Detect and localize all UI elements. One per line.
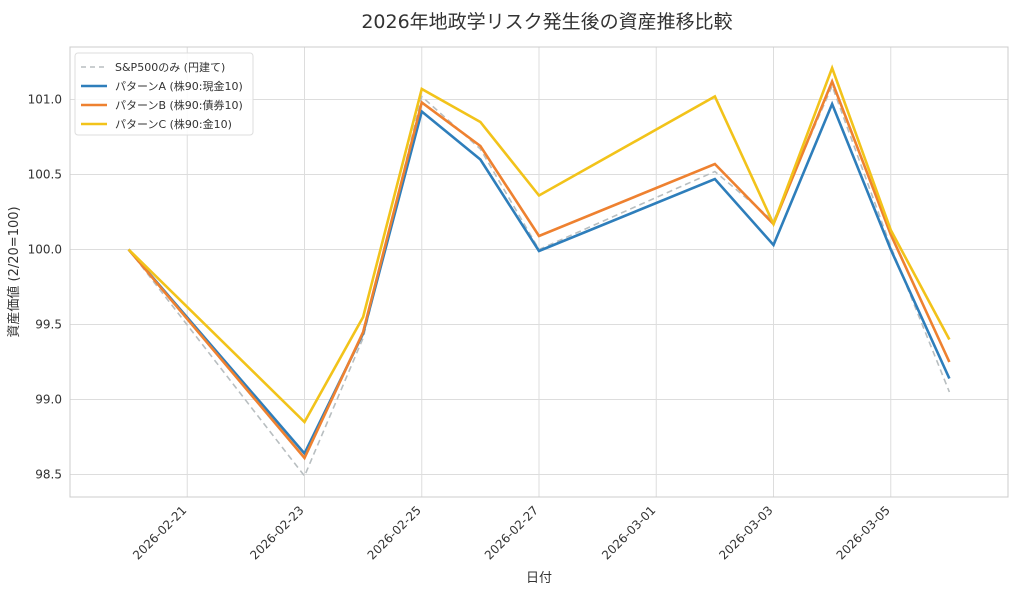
y-tick-label: 99.5 (35, 318, 62, 332)
x-tick-label: 2026-03-01 (599, 503, 658, 562)
x-tick-label: 2026-03-03 (716, 503, 775, 562)
legend: S&P500のみ (円建て) パターンA (株90:現金10) パターンB (株90… (74, 52, 254, 136)
x-tick-label: 2026-02-23 (247, 503, 306, 562)
y-tick-label: 98.5 (35, 468, 62, 482)
legend-box (74, 52, 254, 136)
y-tick-label: 100.0 (28, 243, 62, 257)
legend-label-1: パターンA (株90:現金10) (115, 79, 243, 93)
series-line-3 (127, 64, 951, 425)
x-axis: 2026-02-21 2026-02-23 2026-02-25 2026-02-27… (130, 503, 893, 562)
series-line-2 (127, 77, 951, 461)
series-lines (127, 64, 951, 478)
y-tick-label: 101.0 (28, 93, 62, 107)
legend-label-3: パターンC (株90:金10) (115, 117, 232, 131)
legend-label-0: S&P500のみ (円建て) (115, 60, 225, 74)
y-axis-label: 資産価値 (2/20=100) (6, 206, 22, 337)
grid (70, 47, 1008, 497)
legend-label-2: パターンB (株90:債券10) (115, 98, 243, 112)
x-tick-label: 2026-02-25 (365, 503, 424, 562)
y-tick-label: 99.0 (35, 393, 62, 407)
plot-frame (69, 46, 1009, 498)
x-axis-label: 日付 (526, 571, 552, 586)
y-tick-label: 100.5 (28, 168, 62, 182)
x-tick-label: 2026-03-05 (834, 503, 893, 562)
chart-title: 2026年地政学リスク発生後の資産推移比較 (361, 11, 732, 33)
y-axis: 98.5 99.0 99.5 100.0 100.5 101.0 (28, 93, 62, 482)
x-tick-label: 2026-02-21 (130, 503, 189, 562)
x-tick-label: 2026-02-27 (482, 503, 541, 562)
